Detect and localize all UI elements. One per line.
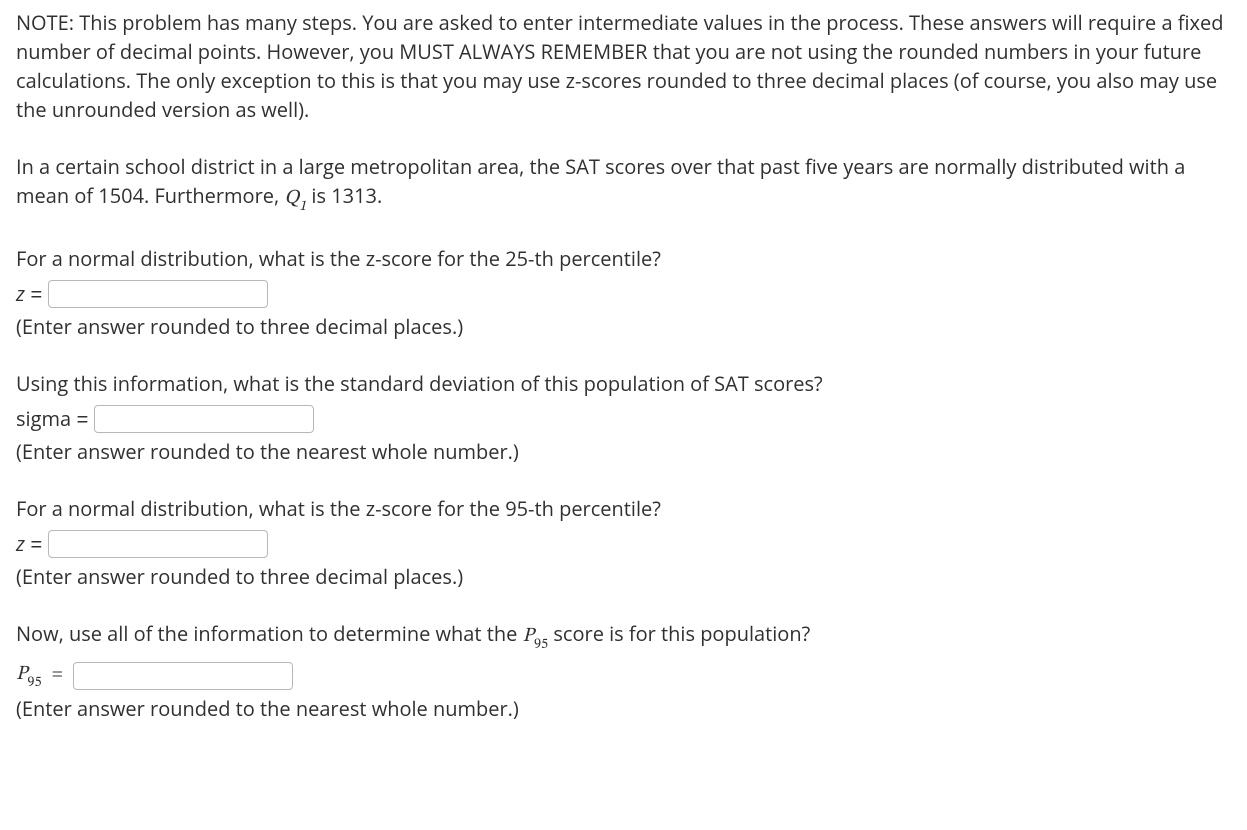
q4-label-base: P <box>16 664 27 684</box>
q4-prompt-prefix: Now, use all of the information to deter… <box>16 620 523 647</box>
q1-answer-line: z = <box>16 279 1231 310</box>
p95-base: P <box>523 626 534 646</box>
q4-input[interactable] <box>73 662 293 690</box>
q1-hint: (Enter answer rounded to three decimal p… <box>16 312 1231 341</box>
question-3: For a normal distribution, what is the z… <box>16 494 1231 591</box>
scenario-text: In a certain school district in a large … <box>16 152 1231 216</box>
q4-prompt: Now, use all of the information to deter… <box>16 619 1231 654</box>
question-2: Using this information, what is the stan… <box>16 369 1231 466</box>
scenario-prefix: In a certain school district in a large … <box>16 153 1185 209</box>
q4-prompt-suffix: score is for this population? <box>548 620 810 647</box>
q1-symbol-sub: 1 <box>299 200 306 214</box>
p95-symbol-inline: P95 <box>523 626 549 646</box>
q4-eq: = <box>48 661 67 690</box>
q2-hint: (Enter answer rounded to the nearest who… <box>16 437 1231 466</box>
note-block: NOTE: This problem has many steps. You a… <box>16 8 1231 124</box>
note-text: NOTE: This problem has many steps. You a… <box>16 8 1231 124</box>
q4-answer-line: P95 = <box>16 660 1231 692</box>
q1-input[interactable] <box>48 280 268 308</box>
q1-symbol: Q1 <box>284 188 306 208</box>
scenario-block: In a certain school district in a large … <box>16 152 1231 216</box>
scenario-suffix: is 1313. <box>306 182 382 209</box>
q2-input[interactable] <box>94 405 314 433</box>
q3-prompt: For a normal distribution, what is the z… <box>16 494 1231 523</box>
q1-symbol-base: Q <box>284 188 299 208</box>
q4-hint: (Enter answer rounded to the nearest who… <box>16 694 1231 723</box>
q3-label: z = <box>16 529 42 560</box>
question-1: For a normal distribution, what is the z… <box>16 244 1231 341</box>
q4-label: P95 <box>16 660 42 692</box>
q2-label: sigma = <box>16 404 88 435</box>
q3-answer-line: z = <box>16 529 1231 560</box>
q2-answer-line: sigma = <box>16 404 1231 435</box>
q1-prompt: For a normal distribution, what is the z… <box>16 244 1231 273</box>
p95-sub: 95 <box>534 638 548 652</box>
q3-input[interactable] <box>48 530 268 558</box>
q2-prompt: Using this information, what is the stan… <box>16 369 1231 398</box>
q1-label: z = <box>16 279 42 310</box>
question-4: Now, use all of the information to deter… <box>16 619 1231 723</box>
q3-hint: (Enter answer rounded to three decimal p… <box>16 562 1231 591</box>
q4-label-sub: 95 <box>27 676 41 690</box>
